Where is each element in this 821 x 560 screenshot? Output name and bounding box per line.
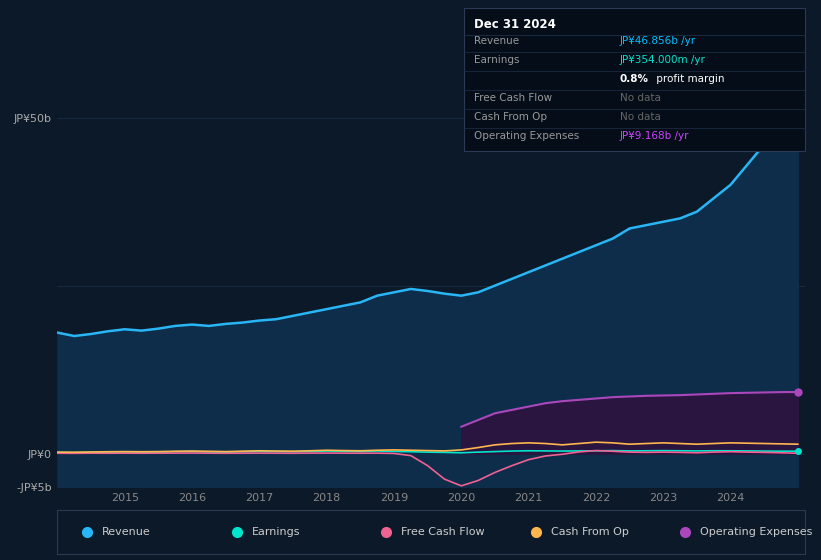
Text: profit margin: profit margin (653, 74, 724, 84)
Text: JP¥354.000m /yr: JP¥354.000m /yr (620, 55, 706, 65)
Text: No data: No data (620, 111, 661, 122)
Text: Dec 31 2024: Dec 31 2024 (474, 17, 556, 31)
Text: 0.8%: 0.8% (620, 74, 649, 84)
Text: Revenue: Revenue (474, 36, 519, 46)
Text: Cash From Op: Cash From Op (551, 527, 628, 537)
Text: JP¥9.168b /yr: JP¥9.168b /yr (620, 130, 690, 141)
Text: Free Cash Flow: Free Cash Flow (401, 527, 484, 537)
Text: JP¥46.856b /yr: JP¥46.856b /yr (620, 36, 696, 46)
Text: Cash From Op: Cash From Op (474, 111, 547, 122)
Text: Earnings: Earnings (474, 55, 519, 65)
Text: Operating Expenses: Operating Expenses (474, 130, 579, 141)
Text: Earnings: Earnings (252, 527, 300, 537)
Text: Operating Expenses: Operating Expenses (700, 527, 812, 537)
Text: Free Cash Flow: Free Cash Flow (474, 93, 552, 102)
Text: No data: No data (620, 93, 661, 102)
Text: Revenue: Revenue (103, 527, 151, 537)
